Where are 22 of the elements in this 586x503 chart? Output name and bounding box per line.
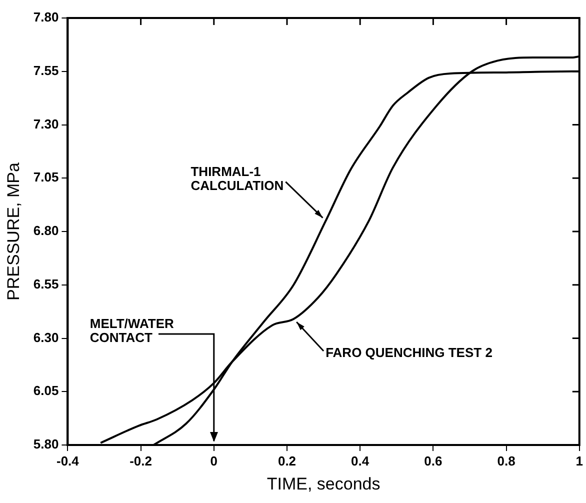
y-tick-label: 7.05: [33, 170, 59, 185]
y-tick-label: 7.55: [33, 62, 59, 78]
x-tick-label: 0.2: [278, 453, 296, 468]
y-axis-title: PRESSURE, MPa: [4, 162, 23, 300]
y-tick-label: 7.30: [33, 116, 59, 132]
x-tick-label: 0.8: [497, 453, 516, 468]
x-tick-label: 0: [210, 453, 218, 468]
x-tick-label: -0.4: [56, 453, 80, 468]
annotation: FARO QUENCHING TEST 2: [326, 345, 492, 360]
x-tick-label: -0.2: [130, 453, 152, 468]
x-tick-label: 0.6: [424, 453, 442, 468]
ref-line-label: MELT/WATER CONTACT: [90, 316, 175, 346]
x-tick-label: 0.4: [351, 453, 370, 468]
x-tick-label: 1: [576, 453, 583, 468]
y-tick-label: 5.80: [33, 436, 59, 452]
annotation: THIRMAL-1 CALCULATION: [190, 164, 284, 193]
y-tick-label: 6.55: [33, 276, 59, 292]
y-tick-label: 6.05: [33, 383, 59, 398]
y-tick-label: 7.80: [33, 10, 59, 25]
y-tick-label: 6.80: [33, 223, 59, 238]
x-axis-title: TIME, seconds: [266, 474, 380, 494]
y-tick-label: 6.30: [33, 330, 59, 345]
